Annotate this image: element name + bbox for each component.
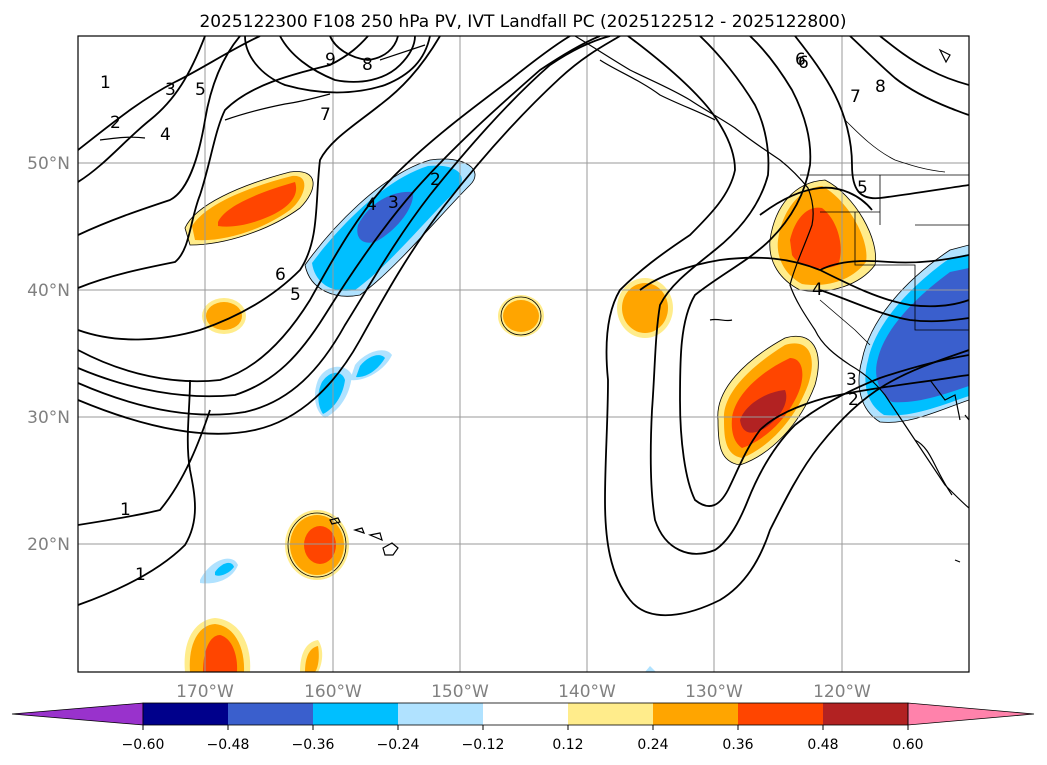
colorbar: −0.60 −0.48 −0.36 −0.24 −0.12 0.12 0.24 0.36 0.4… [11,702,1035,753]
colorbar-frame [142,702,909,726]
gridlines [78,36,969,672]
colorbar-tick-label: −0.36 [292,737,335,753]
colorbar-segment [228,703,313,725]
colorbar-segment [313,703,398,725]
lat-label: 50°N [27,154,70,174]
pv-contours [78,36,969,617]
colorbar-tick-label: −0.60 [122,737,165,753]
colorbar-extend-low [11,702,144,726]
contour-label: 4 [812,280,823,300]
borders [800,119,969,346]
lat-label: 30°N [27,408,70,428]
colorbar-tick-label: 0.24 [637,737,668,753]
contour-label: 6 [275,265,286,285]
contour-label: 1 [120,500,131,520]
contour-label: 2 [848,390,859,410]
negative-anomaly-southwest [859,245,969,423]
contour-label: 7 [850,87,861,107]
lon-label: 160°W [304,682,362,702]
positive-anomaly-bottom [184,618,323,672]
hawaii-islands [329,517,399,556]
lon-label: 150°W [431,682,489,702]
positive-anomaly-nw [185,171,314,245]
colorbar-tick-label: 0.48 [807,737,838,753]
contour-label: 3 [165,80,176,100]
lon-label: 120°W [813,682,871,702]
figure-title: 2025122300 F108 250 hPa PV, IVT Landfall… [199,12,846,32]
colorbar-segment [568,703,653,725]
colorbar-segment [823,703,908,725]
colorbar-tick-label: −0.12 [462,737,505,753]
colorbar-segment [143,703,228,725]
contour-label: 5 [195,80,206,100]
contour-label: 9 [325,50,336,70]
negative-anomaly-south [200,558,238,584]
contour-label: 4 [366,195,377,215]
colorbar-segment [398,703,483,725]
colorbar-tick-label: −0.48 [207,737,250,753]
contour-label: 2 [430,170,441,190]
contour-label: 6 [795,50,806,70]
contour-label: 1 [100,73,111,93]
positive-anomaly-small-1 [202,298,246,334]
positive-anomaly-mid [617,278,673,338]
negative-anomaly-trough [305,159,476,297]
colorbar-tick-label: −0.24 [377,737,420,753]
longitude-labels: 170°W 160°W 150°W 140°W 130°W 120°W [176,682,871,702]
colorbar-segment [483,703,568,725]
contour-label: 8 [362,55,373,75]
contour-label: 7 [320,105,331,125]
coastlines [99,36,969,563]
positive-anomaly-northwest-coast [769,180,876,292]
positive-anomaly-small-2 [498,295,544,337]
contour-label: 4 [160,125,171,145]
negative-anomaly-tiny [645,666,656,672]
colorbar-extend-high [907,702,1035,726]
colorbar-tick-label: 0.60 [892,737,923,753]
map-contents: 1 2 3 4 5 6 7 8 9 1 1 5 6 4 3 2 6 7 8 5 [78,36,969,672]
lon-label: 170°W [176,682,234,702]
colorbar-segment [738,703,823,725]
lon-label: 130°W [685,682,743,702]
lon-label: 140°W [558,682,616,702]
colorbar-tick-label: 0.36 [722,737,753,753]
contour-label: 6 [798,53,809,73]
contour-label: 1 [135,565,146,585]
lat-label: 20°N [27,535,70,555]
contour-label: 5 [290,285,301,305]
positive-anomaly-plume [717,336,819,465]
contour-labels: 1 2 3 4 5 6 7 8 9 1 1 5 6 4 3 2 6 7 8 5 [100,50,886,585]
contour-label: 3 [846,370,857,390]
contour-label: 3 [388,193,399,213]
lat-label: 40°N [27,281,70,301]
contour-label: 5 [857,178,868,198]
latitude-labels: 50°N 40°N 30°N 20°N [27,154,70,555]
contour-label: 2 [110,113,121,133]
map-frame [77,35,970,673]
map-panel: 1 2 3 4 5 6 7 8 9 1 1 5 6 4 3 2 6 7 8 5 [77,35,970,673]
colorbar-segment [653,703,738,725]
contour-label: 8 [875,77,886,97]
colorbar-tick-label: 0.12 [552,737,583,753]
